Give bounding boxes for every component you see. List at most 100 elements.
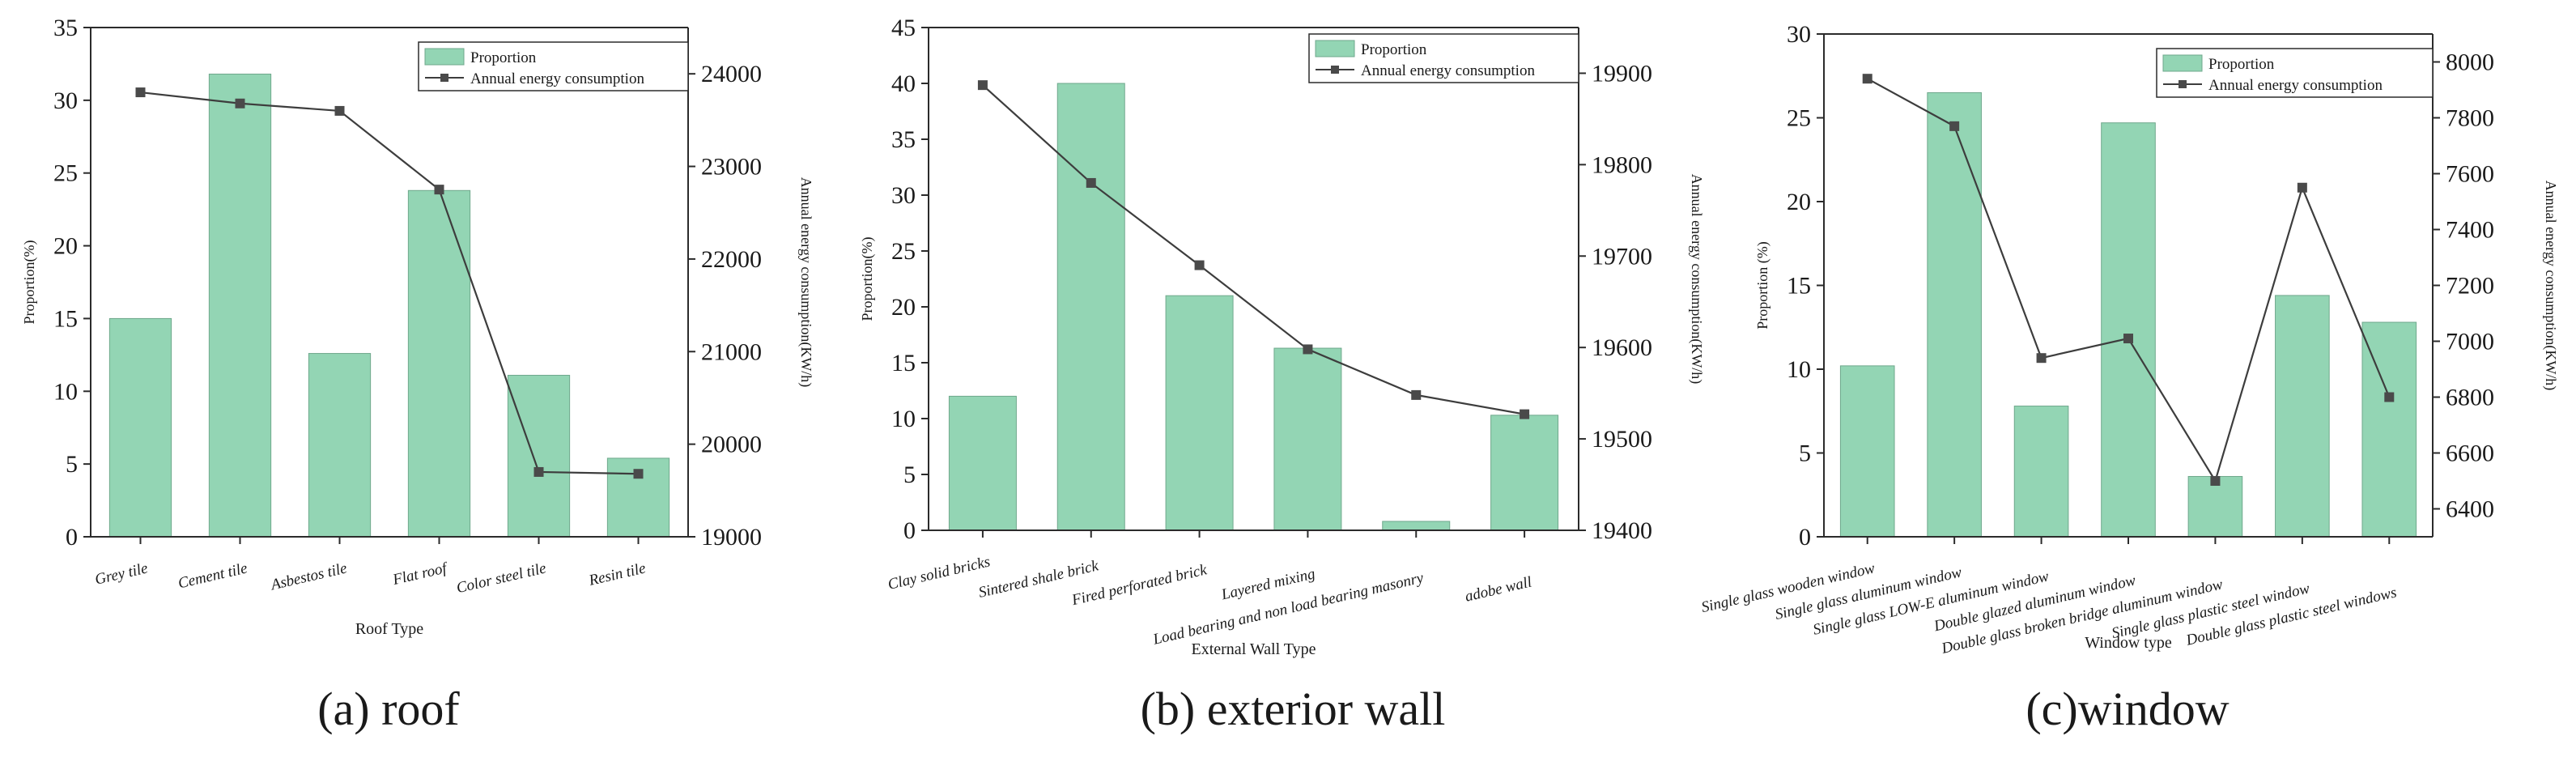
legend-bar-swatch bbox=[424, 48, 465, 66]
x-tick-label: Color steel tile bbox=[455, 559, 548, 597]
y-tick-label: 30 bbox=[1787, 21, 1811, 48]
legend-label-proportion: Proportion bbox=[470, 49, 537, 66]
x-axis-title: Roof Type bbox=[355, 620, 423, 638]
line-point bbox=[1411, 389, 1422, 400]
line-point bbox=[2297, 182, 2307, 193]
y-tick-label: 0 bbox=[66, 524, 78, 551]
line-point bbox=[2210, 476, 2221, 486]
line-point bbox=[533, 466, 544, 477]
chart-panel-2: 0 5 10 15 20 25 30 6400 6600 6800 7000 7200 7400 7600… bbox=[1700, 21, 2559, 735]
y2-tick-label: 7400 bbox=[2446, 217, 2494, 244]
y2-tick-label: 19900 bbox=[1592, 60, 1652, 87]
y-axis-title: Proportion(%) bbox=[21, 240, 38, 325]
y-tick-label: 30 bbox=[891, 182, 916, 209]
y-tick-label: 25 bbox=[891, 238, 916, 265]
y-tick-label: 15 bbox=[1787, 273, 1811, 300]
legend-marker-swatch bbox=[1331, 66, 1339, 74]
y-tick-label: 45 bbox=[891, 15, 916, 41]
x-tick-label: Asbestos tile bbox=[268, 559, 349, 593]
bar bbox=[2361, 321, 2417, 538]
y2-tick-label: 8000 bbox=[2446, 49, 2494, 76]
y-tick-label: 25 bbox=[53, 160, 78, 187]
bar bbox=[407, 189, 471, 538]
chart-panel-1: 0 5 10 15 20 25 30 35 40 45 19400 19500 19600 19700 19… bbox=[859, 15, 1705, 735]
line-point bbox=[2036, 353, 2047, 364]
line-point bbox=[334, 105, 345, 116]
line-point bbox=[2123, 334, 2133, 344]
legend-box bbox=[2156, 48, 2434, 98]
y2-axis-title: Annual energy consumption(KW/h) bbox=[2542, 181, 2559, 391]
line-point bbox=[977, 80, 988, 91]
legend-label-proportion: Proportion bbox=[2208, 56, 2275, 73]
line-point bbox=[2384, 392, 2395, 402]
y-axis-title: Proportion(%) bbox=[859, 237, 876, 321]
bar bbox=[108, 317, 172, 538]
panel-caption: (c)window bbox=[2026, 683, 2229, 735]
y-tick-label: 40 bbox=[891, 70, 916, 97]
line-point bbox=[1862, 74, 1872, 84]
bar bbox=[1273, 347, 1342, 531]
y-tick-label: 5 bbox=[903, 461, 916, 488]
y2-tick-label: 23000 bbox=[701, 154, 762, 181]
x-axis-title: External Wall Type bbox=[1192, 640, 1316, 658]
y-tick-label: 10 bbox=[53, 378, 78, 405]
bar bbox=[1165, 295, 1234, 531]
line-point bbox=[1303, 344, 1313, 355]
y2-tick-label: 22000 bbox=[701, 246, 762, 273]
line-point bbox=[1086, 177, 1096, 188]
bar bbox=[308, 353, 372, 538]
x-axis-title: Window type bbox=[2085, 634, 2172, 652]
y-tick-label: 15 bbox=[53, 305, 78, 332]
y-tick-label: 5 bbox=[1799, 440, 1811, 467]
line-point bbox=[1949, 121, 1960, 131]
y-axis-title: Proportion (%) bbox=[1754, 241, 1771, 329]
y2-tick-label: 6400 bbox=[2446, 496, 2494, 523]
panel-caption: (b) exterior wall bbox=[1141, 683, 1446, 735]
y-tick-label: 15 bbox=[891, 350, 916, 376]
y2-tick-label: 20000 bbox=[701, 432, 762, 458]
y-tick-label: 20 bbox=[1787, 189, 1811, 215]
y-tick-label: 10 bbox=[891, 406, 916, 432]
bar bbox=[1056, 83, 1125, 531]
y2-tick-label: 19400 bbox=[1592, 517, 1652, 544]
bar bbox=[1490, 415, 1559, 531]
line-point bbox=[235, 98, 245, 108]
bar bbox=[2101, 122, 2156, 538]
y2-tick-label: 19000 bbox=[701, 524, 762, 551]
x-tick-label: adobe wall bbox=[1464, 573, 1533, 605]
y2-axis-title: Annual energy consumption(KW/h) bbox=[797, 177, 814, 388]
y-tick-label: 30 bbox=[53, 87, 78, 114]
y2-tick-label: 19500 bbox=[1592, 426, 1652, 453]
y-tick-label: 35 bbox=[53, 15, 78, 41]
y2-tick-label: 21000 bbox=[701, 338, 762, 365]
y2-tick-label: 6800 bbox=[2446, 385, 2494, 411]
legend-label-energy: Annual energy consumption bbox=[2208, 77, 2383, 94]
x-tick-label: Grey tile bbox=[93, 559, 149, 588]
y-tick-label: 20 bbox=[891, 294, 916, 321]
series-line-energy bbox=[982, 84, 1525, 415]
y-tick-label: 10 bbox=[1787, 356, 1811, 383]
x-tick-label: Cement tile bbox=[176, 559, 249, 592]
panel-caption: (a) roof bbox=[317, 683, 460, 735]
y-tick-label: 35 bbox=[891, 126, 916, 153]
y2-tick-label: 6600 bbox=[2446, 440, 2494, 467]
y-tick-label: 25 bbox=[1787, 105, 1811, 132]
y2-tick-label: 19800 bbox=[1592, 151, 1652, 178]
bar bbox=[2187, 475, 2243, 538]
legend-bar-swatch bbox=[2162, 54, 2203, 72]
bar bbox=[1382, 521, 1451, 531]
legend: Proportion Annual energy consumption bbox=[2156, 48, 2434, 98]
bar bbox=[2013, 406, 2069, 538]
y2-tick-label: 7800 bbox=[2446, 105, 2494, 132]
y-tick-label: 0 bbox=[1799, 524, 1811, 551]
legend: Proportion Annual energy consumption bbox=[418, 41, 689, 91]
legend-bar-swatch bbox=[1315, 40, 1355, 57]
series-line-energy bbox=[140, 91, 639, 475]
y2-tick-label: 24000 bbox=[701, 61, 762, 87]
x-tick-label: Clay solid bricks bbox=[886, 553, 992, 593]
line-point bbox=[633, 469, 644, 479]
line-point bbox=[1520, 409, 1530, 419]
y-tick-label: 0 bbox=[903, 517, 916, 544]
legend-label-energy: Annual energy consumption bbox=[1361, 62, 1535, 79]
legend-label-energy: Annual energy consumption bbox=[470, 70, 644, 87]
